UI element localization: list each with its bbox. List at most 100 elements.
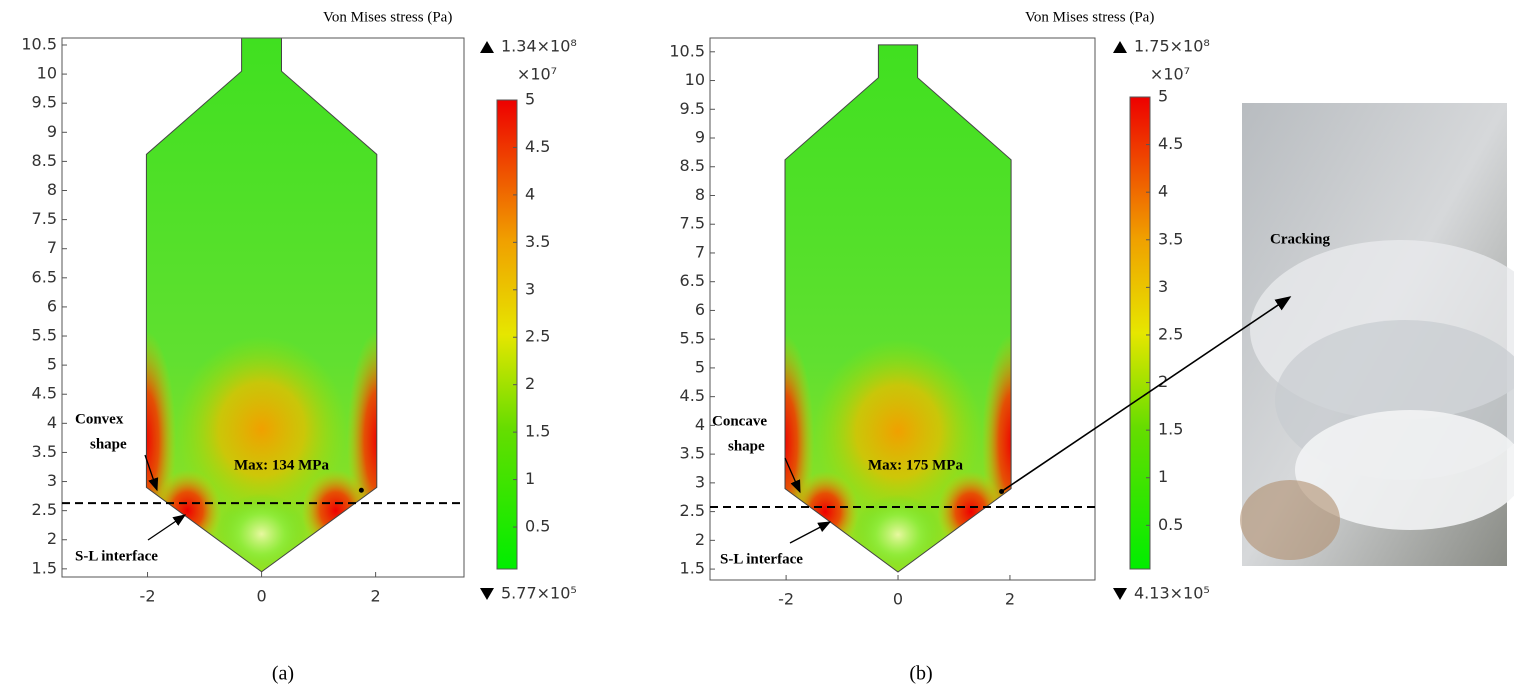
annotation-arrow [784, 457, 801, 494]
min-marker [480, 588, 494, 600]
interface-label: S-L interface [75, 548, 158, 564]
max-marker [1113, 41, 1127, 53]
tick-label: 3.5 [680, 444, 705, 463]
tick-label: 5 [695, 357, 705, 376]
shape-label: shape [90, 436, 127, 452]
tick-label: 9.5 [680, 99, 705, 118]
tick-label: 1.34×10⁸ [501, 37, 577, 56]
tick-label: 1.5 [32, 558, 57, 577]
shape-label: Convex [75, 411, 124, 427]
tick-label: 4.5 [525, 137, 550, 156]
axes-frame [61, 37, 465, 578]
axes-frame [709, 37, 1096, 581]
tick-label: 2.5 [1158, 324, 1183, 343]
tick-label: 1.5 [525, 422, 550, 441]
tick-label: 9 [695, 128, 705, 147]
max-label: Max: 175 MPa [868, 457, 963, 473]
tick-label: 8.5 [680, 156, 705, 175]
tick-label: 7 [47, 238, 57, 257]
tick-label: 6 [695, 300, 705, 319]
tick-label: 3 [695, 472, 705, 491]
tick-label: 2 [1158, 372, 1168, 391]
tick-label: 3 [47, 471, 57, 490]
tick-label: 8 [47, 180, 57, 199]
tick-label: 1 [525, 469, 535, 488]
tick-label: 10.5 [669, 41, 705, 60]
shape-label: shape [728, 438, 765, 454]
tick-label: 2 [695, 530, 705, 549]
tick-label: 7 [695, 242, 705, 261]
max-label: Max: 134 MPa [234, 457, 329, 473]
colorbar-title: Von Mises stress (Pa) [323, 9, 452, 25]
tick-label: 10.5 [21, 34, 57, 53]
stress-region [215, 493, 308, 572]
annotation-arrow [144, 454, 159, 492]
tick-label: 5.77×10⁵ [501, 584, 577, 603]
photo-label: Cracking [1270, 231, 1331, 247]
shape-label: Concave [712, 413, 767, 429]
colorbar-multiplier: ×10⁷ [1150, 65, 1190, 84]
caption: (a) [272, 663, 294, 685]
photo-arrow [1001, 296, 1292, 493]
tick-label: 5 [47, 355, 57, 374]
annotation-arrow [147, 514, 187, 541]
tick-label: 1.75×10⁸ [1134, 37, 1210, 56]
tick-label: 10 [685, 70, 705, 89]
tick-label: 10 [37, 64, 57, 83]
tick-label: 9.5 [32, 93, 57, 112]
annotation-arrow [789, 521, 832, 544]
stress-region [791, 471, 859, 552]
tick-label: 4 [525, 184, 535, 203]
tick-label: -2 [140, 587, 156, 606]
tick-label: 8.5 [32, 151, 57, 170]
photo [1240, 103, 1514, 566]
tick-label: 6 [47, 296, 57, 315]
tick-label: 9 [47, 122, 57, 141]
caption: (b) [909, 663, 932, 685]
tick-label: 4.5 [32, 384, 57, 403]
tick-label: 3 [1158, 277, 1168, 296]
tick-label: 4.13×10⁵ [1134, 584, 1210, 603]
tick-label: 5 [1158, 87, 1168, 106]
tick-label: 0 [256, 587, 266, 606]
tick-label: 4 [47, 413, 57, 432]
tick-label: 4.5 [680, 386, 705, 405]
stress-region [981, 333, 1012, 552]
stress-field [146, 38, 377, 572]
max-marker [480, 41, 494, 53]
colorbar-title: Von Mises stress (Pa) [1025, 9, 1154, 25]
tick-label: 2 [47, 529, 57, 548]
tick-label: 1.5 [680, 559, 705, 578]
colorbar [496, 99, 518, 570]
interface-label: S-L interface [720, 551, 803, 567]
stress-region [853, 494, 943, 572]
tick-label: 5.5 [680, 329, 705, 348]
tick-label: -2 [778, 590, 794, 609]
tick-label: 5.5 [32, 326, 57, 345]
tick-label: 6.5 [32, 267, 57, 286]
stress-region [814, 339, 982, 524]
domain-outline [145, 37, 378, 573]
tick-label: 0 [893, 590, 903, 609]
tick-label: 2 [1005, 590, 1015, 609]
tick-label: 0.5 [525, 517, 550, 536]
colorbar-multiplier: ×10⁷ [517, 65, 557, 84]
tick-label: 3 [525, 279, 535, 298]
colorbar [1129, 96, 1151, 570]
max-point [358, 487, 364, 493]
min-marker [1113, 588, 1127, 600]
tick-label: 2.5 [680, 501, 705, 520]
tick-label: 3.5 [525, 232, 550, 251]
tick-label: 2.5 [32, 500, 57, 519]
tick-label: 1 [1158, 467, 1168, 486]
tick-label: 3.5 [32, 442, 57, 461]
tick-label: 7.5 [32, 209, 57, 228]
tick-label: 1.5 [1158, 420, 1183, 439]
stress-region [153, 469, 222, 552]
stress-region [301, 469, 370, 552]
tick-label: 0.5 [1158, 515, 1183, 534]
tick-label: 2 [525, 374, 535, 393]
tick-label: 7.5 [680, 214, 705, 233]
tick-label: 2.5 [525, 327, 550, 346]
